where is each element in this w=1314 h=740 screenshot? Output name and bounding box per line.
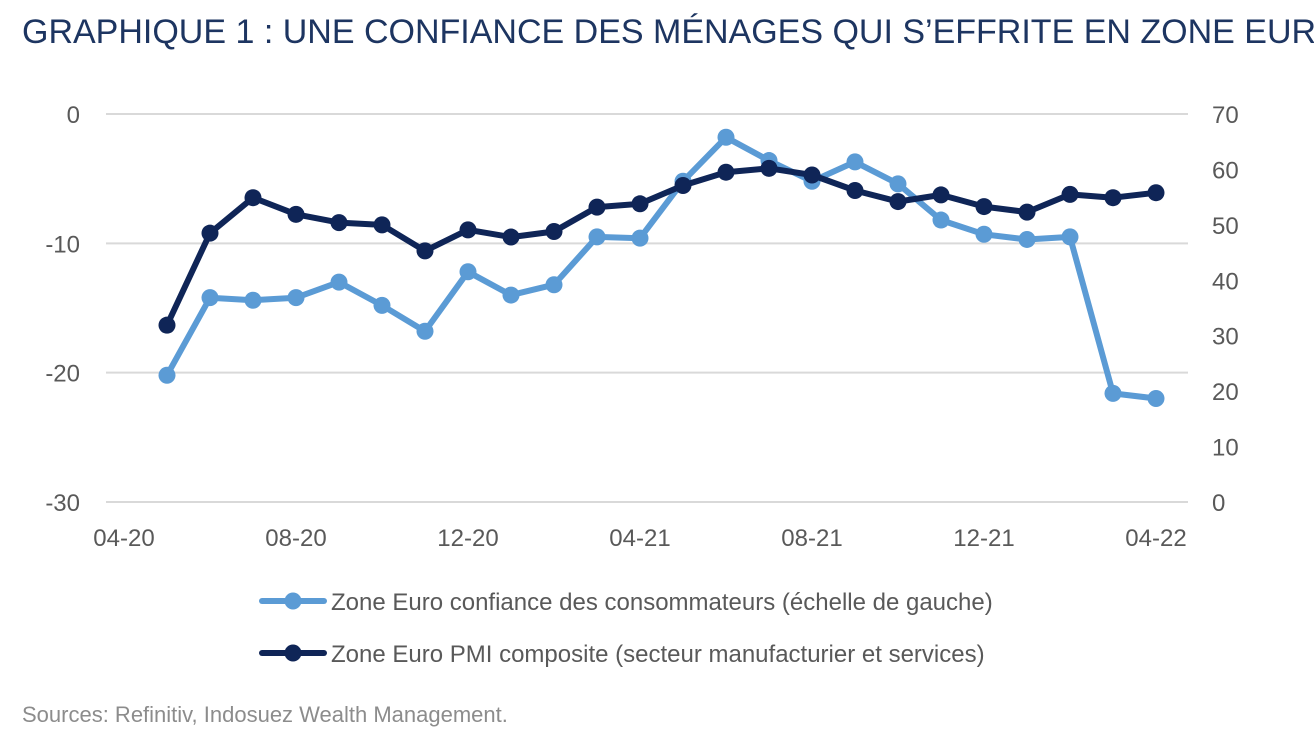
pmi-composite-point	[803, 166, 821, 184]
y-right-tick-label: 50	[1212, 213, 1239, 240]
consumer-confidence-point	[1018, 230, 1036, 248]
consumer-confidence-point	[588, 228, 606, 246]
pmi-composite-point	[416, 242, 434, 260]
pmi-composite-point	[330, 214, 348, 232]
pmi-composite-point	[373, 216, 391, 234]
consumer-confidence-point	[330, 273, 348, 291]
pmi-composite-line	[164, 165, 1159, 329]
pmi-composite-point	[932, 186, 950, 204]
consumer-confidence-point	[975, 225, 993, 243]
pmi-composite-point	[545, 223, 563, 241]
consumer-confidence-point	[1061, 228, 1079, 246]
consumer-confidence-point	[545, 276, 563, 294]
pmi-composite-point	[201, 224, 219, 242]
y-right-tick-label: 60	[1212, 157, 1239, 184]
legend-consumer-confidence-label: Zone Euro confiance des consommateurs (é…	[331, 589, 993, 616]
legend-pmi-composite-marker	[284, 644, 302, 662]
pmi-composite-point	[760, 159, 778, 177]
y-right-tick-label: 70	[1212, 102, 1239, 129]
consumer-confidence-point	[502, 286, 520, 304]
source-note: Sources: Refinitiv, Indosuez Wealth Mana…	[22, 702, 508, 727]
pmi-composite-point	[588, 198, 606, 216]
y-left-tick-label: -10	[45, 231, 80, 258]
consumer-confidence-point	[373, 296, 391, 314]
pmi-composite-point	[889, 193, 907, 211]
consumer-confidence-point	[287, 289, 305, 307]
x-tick-label: 12-21	[953, 525, 1014, 552]
consumer-confidence-point	[631, 229, 649, 247]
pmi-composite-point	[631, 195, 649, 213]
y-right-tick-label: 0	[1212, 490, 1225, 517]
y-left-tick-label: -20	[45, 361, 80, 388]
y-right-tick-label: 20	[1212, 379, 1239, 406]
pmi-composite-point	[674, 177, 692, 195]
x-tick-label: 12-20	[437, 525, 498, 552]
pmi-composite-point	[717, 163, 735, 181]
x-tick-label: 04-20	[93, 525, 154, 552]
y-right-tick-label: 40	[1212, 268, 1239, 295]
pmi-composite-point	[1147, 184, 1165, 202]
pmi-composite-point	[1061, 185, 1079, 203]
pmi-composite-point	[1018, 203, 1036, 221]
pmi-composite-point	[975, 198, 993, 216]
consumer-confidence-point	[459, 263, 477, 281]
x-tick-label: 04-22	[1125, 525, 1186, 552]
consumer-confidence-point	[158, 366, 176, 384]
consumer-confidence-point	[201, 289, 219, 307]
consumer-confidence-point	[1147, 390, 1165, 408]
y-left-tick-label: -30	[45, 490, 80, 517]
pmi-composite-point	[287, 205, 305, 223]
consumer-confidence-line	[164, 134, 1159, 402]
pmi-composite-point	[459, 221, 477, 239]
y-left-tick-label: 0	[67, 102, 80, 129]
pmi-composite-point	[846, 181, 864, 199]
y-right-tick-label: 30	[1212, 324, 1239, 351]
consumer-confidence-point	[1104, 384, 1122, 402]
consumer-confidence-point	[416, 322, 434, 340]
x-tick-label: 08-21	[781, 525, 842, 552]
page-title: GRAPHIQUE 1 : UNE CONFIANCE DES MÉNAGES …	[22, 13, 1314, 51]
pmi-composite-point	[1104, 189, 1122, 207]
x-tick-label: 04-21	[609, 525, 670, 552]
consumer-confidence-point	[932, 211, 950, 229]
y-right-tick-label: 10	[1212, 435, 1239, 462]
pmi-composite-point	[158, 316, 176, 334]
pmi-composite-point	[244, 189, 262, 207]
consumer-confidence-point	[717, 128, 735, 146]
legend-consumer-confidence-marker	[284, 592, 302, 610]
pmi-composite-point	[502, 228, 520, 246]
legend-pmi-composite-label: Zone Euro PMI composite (secteur manufac…	[331, 641, 985, 668]
consumer-confidence-point	[846, 153, 864, 171]
consumer-confidence-point	[889, 175, 907, 193]
x-tick-label: 08-20	[265, 525, 326, 552]
consumer-confidence-point	[244, 291, 262, 309]
